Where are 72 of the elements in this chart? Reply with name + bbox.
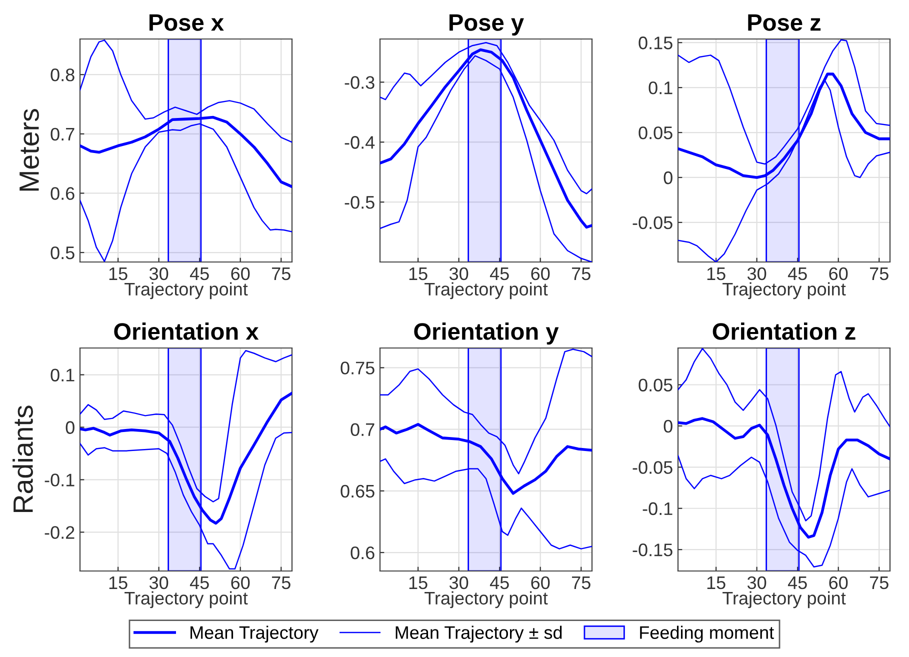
chart-title: Orientation z — [712, 322, 856, 340]
x-tick-label: 75 — [272, 268, 290, 280]
chart-title: Orientation y — [414, 322, 559, 345]
x-tick-label: 45 — [190, 576, 209, 590]
x-tick-label: 75 — [572, 576, 590, 590]
x-tick-label: 30 — [449, 576, 468, 590]
x-tick-label: 45 — [490, 576, 509, 590]
chart-title: Pose x — [150, 14, 224, 31]
x-tick-label: 75 — [572, 268, 590, 280]
legend-label: Feeding moment — [640, 626, 774, 643]
y-tick-label: 0.7 — [350, 423, 374, 436]
legend-label: Mean Trajectory — [190, 626, 318, 643]
y-axis-title: Radiants — [12, 406, 33, 512]
y-tick-label: 0.15 — [638, 36, 672, 50]
y-tick-label: -0.05 — [632, 216, 672, 230]
x-tick-label: 75 — [870, 268, 888, 280]
x-tick-label: 60 — [231, 576, 250, 590]
x-tick-label: 15 — [707, 576, 726, 590]
x-tick-label: 30 — [149, 576, 168, 590]
y-tick-label: -0.05 — [632, 461, 672, 474]
y-tick-label: 0.1 — [648, 81, 672, 94]
y-tick-label: -0.15 — [632, 544, 672, 556]
x-axis-title: Trajectory point — [124, 591, 248, 608]
y-tick-label: -0.5 — [344, 196, 374, 209]
x-axis-title: Trajectory point — [424, 591, 548, 608]
y-tick-label: 0.05 — [638, 378, 672, 392]
y-tick-label: 0.5 — [50, 246, 74, 260]
y-tick-label: 0.1 — [50, 368, 74, 382]
x-tick-label: 15 — [707, 268, 726, 280]
chart-title: Pose z — [748, 14, 821, 31]
y-tick-label: -0.1 — [44, 474, 74, 486]
y-tick-label: 0.6 — [50, 187, 74, 200]
x-tick-label: 45 — [190, 268, 209, 280]
x-axis-title: Trajectory point — [722, 282, 846, 300]
x-tick-label: 30 — [149, 267, 168, 280]
x-tick-label: 60 — [231, 267, 250, 280]
x-tick-label: 15 — [109, 576, 128, 590]
x-tick-label: 30 — [747, 267, 766, 280]
x-tick-label: 75 — [870, 576, 888, 590]
y-tick-label: 0.6 — [350, 546, 374, 560]
y-tick-label: 0.05 — [638, 126, 672, 140]
x-tick-label: 45 — [788, 576, 807, 590]
x-tick-label: 45 — [788, 268, 807, 280]
y-tick-label: 0 — [664, 171, 672, 184]
y-axis-title: Meters — [20, 109, 39, 191]
x-tick-label: 45 — [490, 268, 509, 280]
y-tick-label: -0.4 — [344, 136, 375, 149]
x-tick-label: 15 — [109, 268, 128, 280]
x-axis-title: Trajectory point — [424, 282, 548, 300]
legend-label: Mean Trajectory ± sd — [396, 626, 562, 643]
x-tick-label: 75 — [272, 576, 290, 590]
y-tick-label: -0.1 — [642, 502, 672, 516]
x-tick-label: 60 — [829, 267, 848, 280]
y-tick-label: 0 — [664, 420, 672, 433]
y-tick-label: 0.65 — [340, 484, 374, 498]
x-tick-label: 60 — [531, 267, 550, 280]
x-axis-title: Trajectory point — [124, 282, 248, 300]
y-tick-label: -0.2 — [44, 526, 74, 539]
y-tick-label: 0.75 — [340, 362, 374, 374]
x-tick-label: 30 — [747, 576, 766, 590]
x-tick-label: 15 — [409, 576, 428, 590]
x-axis-title: Trajectory point — [722, 591, 846, 608]
y-tick-label: 0 — [66, 421, 74, 434]
chart-title: Orientation x — [114, 322, 259, 340]
y-tick-label: -0.3 — [344, 76, 374, 89]
x-tick-label: 60 — [829, 576, 848, 590]
chart-title: Pose y — [450, 14, 524, 36]
x-tick-label: 15 — [409, 268, 428, 280]
y-tick-label: 0.7 — [50, 128, 74, 141]
x-tick-label: 60 — [531, 576, 550, 590]
x-tick-label: 30 — [449, 267, 468, 280]
y-tick-label: 0.8 — [50, 68, 74, 82]
